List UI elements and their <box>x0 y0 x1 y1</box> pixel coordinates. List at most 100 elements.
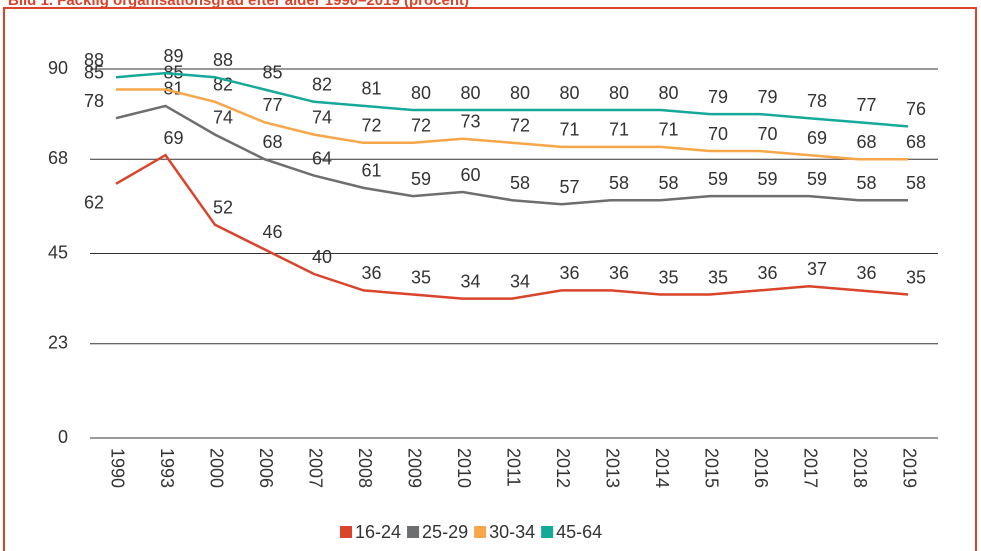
x-tick-label: 2017 <box>800 448 820 488</box>
data-label: 82 <box>312 75 332 95</box>
data-label: 59 <box>411 169 431 189</box>
data-label: 70 <box>708 124 728 144</box>
legend-label: 30-34 <box>489 522 535 542</box>
y-tick-label: 23 <box>48 332 68 352</box>
legend-swatch <box>407 526 420 538</box>
legend-label: 45-64 <box>556 522 602 542</box>
data-label: 74 <box>312 107 332 127</box>
data-label: 58 <box>510 173 530 193</box>
y-tick-label: 45 <box>48 242 68 262</box>
data-label: 74 <box>213 107 233 127</box>
data-label: 36 <box>856 263 876 283</box>
data-label: 34 <box>460 271 480 291</box>
data-label: 40 <box>312 247 332 267</box>
x-tick-label: 2014 <box>652 448 672 488</box>
data-label: 36 <box>757 263 777 283</box>
data-label: 60 <box>460 165 480 185</box>
data-label: 58 <box>856 173 876 193</box>
series-line <box>116 88 908 161</box>
x-tick-label: 2011 <box>503 448 523 487</box>
data-label: 72 <box>510 116 530 136</box>
data-label: 80 <box>609 83 629 103</box>
data-label: 62 <box>84 193 104 213</box>
series-line <box>115 71 909 128</box>
chart-title: Bild 1. Facklig organisationsgrad efter … <box>8 0 469 9</box>
x-tick-label: 2009 <box>404 448 424 488</box>
data-label: 77 <box>262 95 282 115</box>
data-label: 80 <box>411 83 431 103</box>
x-tick-label: 2008 <box>355 448 375 488</box>
data-label: 34 <box>510 271 530 291</box>
x-tick-label: 2007 <box>305 448 325 488</box>
data-label: 88 <box>84 50 104 70</box>
data-label: 79 <box>708 87 728 107</box>
data-label: 78 <box>84 91 104 111</box>
data-label: 81 <box>361 79 381 99</box>
frame <box>3 7 977 551</box>
legend-label: 25-29 <box>422 522 468 542</box>
data-label: 80 <box>510 83 530 103</box>
data-label: 59 <box>757 169 777 189</box>
data-label: 88 <box>213 50 233 70</box>
data-label: 35 <box>658 267 678 287</box>
data-label: 85 <box>262 62 282 82</box>
x-tick-label: 2016 <box>751 448 771 488</box>
data-label: 58 <box>658 173 678 193</box>
data-label: 36 <box>361 263 381 283</box>
data-label: 35 <box>906 267 926 287</box>
x-tick-label: 2006 <box>256 448 276 488</box>
x-tick-label: 2019 <box>899 448 919 488</box>
data-label: 58 <box>906 173 926 193</box>
data-label: 52 <box>213 198 233 218</box>
data-label: 68 <box>856 132 876 152</box>
x-tick-label: 2000 <box>206 448 226 488</box>
data-label: 89 <box>163 46 183 66</box>
data-label: 59 <box>708 169 728 189</box>
data-label: 36 <box>559 263 579 283</box>
legend-label: 16-24 <box>355 522 401 542</box>
data-label: 78 <box>807 91 827 111</box>
x-tick-label: 2013 <box>602 448 622 488</box>
data-label: 85 <box>163 62 183 82</box>
data-label: 72 <box>411 116 431 136</box>
data-label: 35 <box>708 267 728 287</box>
data-label: 80 <box>658 83 678 103</box>
data-label: 73 <box>460 111 480 131</box>
data-label: 79 <box>757 87 777 107</box>
data-label: 72 <box>361 116 381 136</box>
data-label: 69 <box>163 128 183 148</box>
x-tick-label: 2018 <box>850 448 870 488</box>
data-label: 59 <box>807 169 827 189</box>
x-tick-label: 1993 <box>157 448 177 488</box>
legend-swatch <box>340 526 352 538</box>
y-tick-label: 90 <box>48 58 68 78</box>
data-label: 71 <box>609 120 629 140</box>
data-label: 70 <box>757 124 777 144</box>
data-label: 76 <box>906 99 926 119</box>
data-label: 37 <box>807 259 827 279</box>
data-label: 80 <box>559 83 579 103</box>
legend-swatch <box>541 526 554 538</box>
y-tick-label: 68 <box>48 148 68 168</box>
data-label: 46 <box>262 222 282 242</box>
data-label: 80 <box>460 83 480 103</box>
data-label: 71 <box>658 120 678 140</box>
legend-swatch <box>474 526 487 538</box>
data-label: 36 <box>609 263 629 283</box>
x-tick-label: 1990 <box>107 448 127 488</box>
y-tick-label: 0 <box>58 427 68 447</box>
x-tick-label: 2010 <box>454 448 474 488</box>
data-label: 85 <box>84 62 104 82</box>
data-label: 77 <box>856 95 876 115</box>
data-label: 69 <box>807 128 827 148</box>
series-line <box>115 104 908 206</box>
data-label: 68 <box>906 132 926 152</box>
data-label: 68 <box>262 132 282 152</box>
x-tick-label: 2012 <box>553 448 573 488</box>
data-label: 35 <box>411 267 431 287</box>
data-label: 61 <box>361 161 381 181</box>
data-label: 71 <box>559 120 579 140</box>
data-label: 57 <box>559 177 579 197</box>
series-line <box>115 153 909 300</box>
